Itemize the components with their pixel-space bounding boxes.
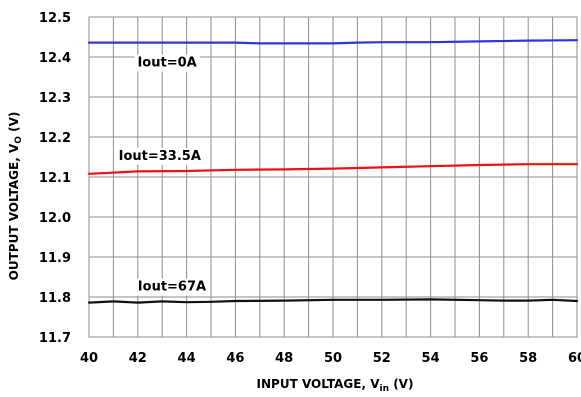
x-tick-label: 56 <box>470 351 488 366</box>
y-axis-title-main: OUTPUT VOLTAGE, V <box>7 143 21 280</box>
x-tick-label: 52 <box>373 351 391 366</box>
y-tick-label: 12.1 <box>39 171 71 186</box>
tick-labels: 11.7 11.8 11.9 12.0 12.1 12.2 12.3 12.4 12.5 40 42… <box>39 11 581 366</box>
y-tick-label: 12.3 <box>39 91 71 106</box>
x-tick-label: 40 <box>80 351 98 366</box>
y-tick-label: 12.2 <box>39 131 71 146</box>
x-tick-label: 50 <box>324 351 342 366</box>
plot-area-border <box>88 16 578 338</box>
x-tick-label: 58 <box>519 351 537 366</box>
plot-series <box>87 39 579 304</box>
x-tick-label: 42 <box>129 351 147 366</box>
series-label-background <box>134 54 200 72</box>
y-tick-label: 12.5 <box>39 11 71 26</box>
x-tick-label: 48 <box>275 351 293 366</box>
x-tick-label: 60 <box>568 351 581 366</box>
series-label-background <box>134 278 210 296</box>
series-label-background <box>115 147 204 165</box>
x-axis-title-subscript: in <box>380 384 390 394</box>
series-line-2 <box>87 163 579 175</box>
x-axis-title-unit: (V) <box>389 377 413 391</box>
y-axis-title-unit: (V) <box>7 112 21 136</box>
y-tick-label: 11.8 <box>39 291 71 306</box>
x-tick-label: 44 <box>178 351 196 366</box>
y-tick-label: 12.4 <box>39 51 71 66</box>
y-axis-title-subscript: O <box>14 136 24 144</box>
series-label-3: Iout=67A <box>138 280 206 295</box>
series-labels: Iout=0A Iout=33.5A Iout=67A <box>115 54 210 296</box>
y-tick-label: 11.9 <box>39 251 71 266</box>
x-tick-label: 46 <box>226 351 244 366</box>
series-line-1 <box>87 39 579 45</box>
x-axis-title: INPUT VOLTAGE, Vin (V) <box>257 377 414 394</box>
x-tick-label: 54 <box>422 351 440 366</box>
series-line-3 <box>87 298 579 304</box>
y-tick-label: 12.0 <box>39 211 71 226</box>
x-axis-title-main: INPUT VOLTAGE, V <box>257 377 381 391</box>
series-label-2: Iout=33.5A <box>119 149 201 164</box>
y-tick-label: 11.7 <box>39 331 71 346</box>
y-axis-title: OUTPUT VOLTAGE, VO (V) <box>7 112 24 281</box>
series-label-1: Iout=0A <box>137 56 196 71</box>
